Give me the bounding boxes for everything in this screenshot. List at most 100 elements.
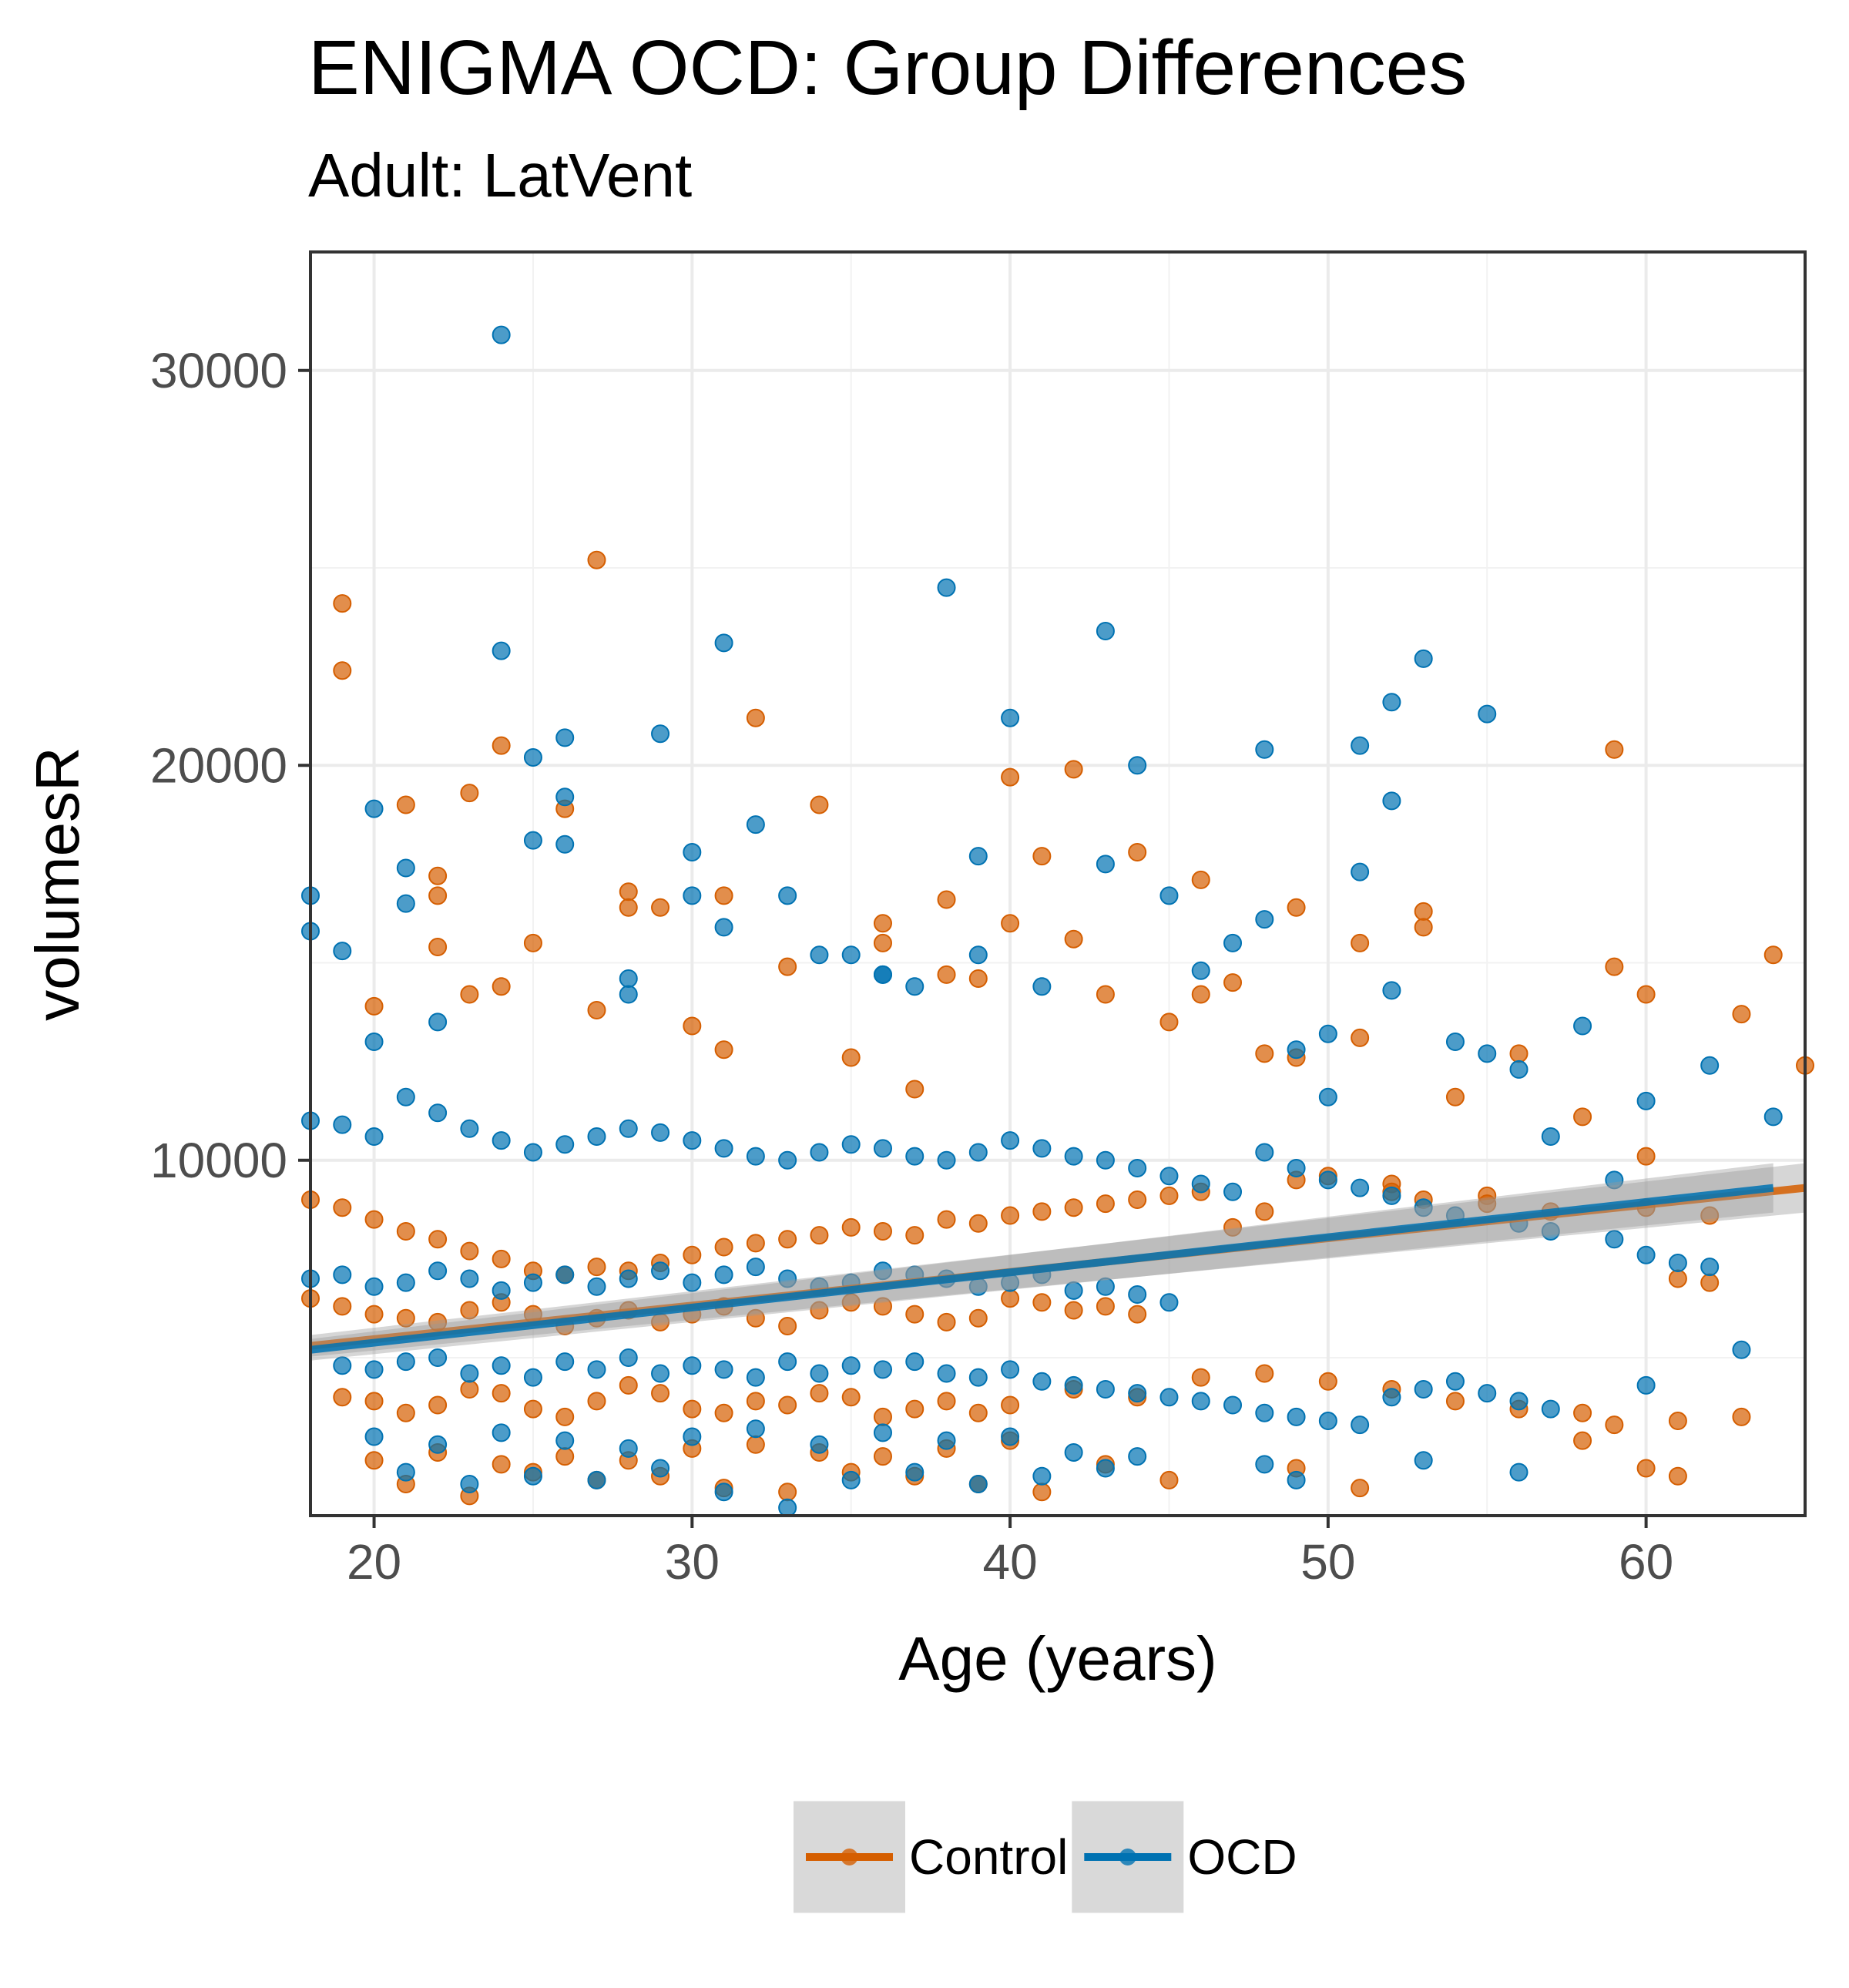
- point-ocd: [873, 965, 892, 984]
- point-ocd: [364, 1360, 384, 1379]
- point-ocd: [1287, 1470, 1306, 1489]
- point-ocd: [746, 1368, 765, 1387]
- point-ocd: [396, 1273, 415, 1292]
- point-control: [873, 1407, 892, 1426]
- point-ocd: [492, 1423, 511, 1442]
- point-ocd: [1159, 1388, 1179, 1407]
- point-control: [714, 1403, 733, 1422]
- trend-lines: [310, 1163, 1806, 1361]
- point-control: [651, 898, 670, 917]
- point-control: [778, 1317, 797, 1335]
- point-control: [1732, 1005, 1751, 1024]
- point-control: [587, 1392, 606, 1411]
- point-ocd: [1318, 1087, 1337, 1106]
- point-ocd: [1128, 756, 1147, 775]
- point-ocd: [1159, 1167, 1179, 1186]
- point-ocd: [523, 1143, 542, 1162]
- point-ocd: [1032, 1139, 1052, 1158]
- point-ocd: [587, 1127, 606, 1146]
- point-control: [1700, 1273, 1720, 1292]
- point-control: [492, 1384, 511, 1403]
- point-control: [841, 1048, 861, 1067]
- point-ocd: [778, 886, 797, 905]
- point-ocd: [778, 1269, 797, 1288]
- point-control: [1636, 1147, 1656, 1166]
- point-control: [841, 1293, 861, 1312]
- point-control: [1351, 1479, 1370, 1498]
- point-control: [587, 1258, 606, 1277]
- point-control: [683, 1016, 702, 1036]
- point-ocd: [1223, 933, 1243, 952]
- point-ocd: [460, 1269, 479, 1288]
- point-ocd: [1700, 1258, 1720, 1277]
- point-ocd: [1001, 1360, 1020, 1379]
- point-ocd: [1255, 1455, 1274, 1474]
- point-ocd: [1191, 1174, 1210, 1194]
- point-control: [1509, 1044, 1529, 1063]
- point-control: [1414, 902, 1433, 921]
- point-ocd: [1318, 1412, 1337, 1430]
- point-ocd: [683, 1427, 702, 1446]
- point-control: [968, 969, 988, 988]
- point-ocd: [651, 1123, 670, 1142]
- point-ocd: [651, 1261, 670, 1281]
- point-control: [619, 882, 638, 902]
- point-ocd: [460, 1364, 479, 1383]
- point-control: [937, 890, 956, 909]
- legend-label-control: Control: [909, 1829, 1068, 1885]
- point-control: [1573, 1431, 1592, 1450]
- point-control: [1096, 1297, 1115, 1316]
- point-ocd: [1414, 649, 1433, 668]
- point-ocd: [555, 1431, 575, 1450]
- point-ocd: [364, 1127, 384, 1146]
- point-control: [1351, 933, 1370, 952]
- legend-label-ocd: OCD: [1187, 1829, 1297, 1885]
- point-control: [841, 1217, 861, 1237]
- point-control: [1636, 1459, 1656, 1478]
- point-ocd: [1096, 1459, 1115, 1478]
- point-ocd: [1414, 1451, 1433, 1470]
- point-ocd: [841, 1135, 861, 1154]
- point-ocd: [1668, 1254, 1687, 1272]
- point-ocd: [364, 1277, 384, 1296]
- point-control: [1287, 898, 1306, 917]
- point-control: [1668, 1269, 1687, 1288]
- point-control: [1445, 1087, 1465, 1106]
- point-ocd: [1351, 1178, 1370, 1197]
- axes: 20 30 40 50 60 10000 20000 30000: [150, 343, 1673, 1590]
- point-ocd: [1445, 1033, 1465, 1051]
- point-ocd: [1478, 1044, 1497, 1063]
- point-ocd: [778, 1150, 797, 1170]
- point-ocd: [714, 1265, 733, 1284]
- point-control: [523, 1399, 542, 1419]
- point-control: [1001, 1395, 1020, 1415]
- point-control: [968, 1214, 988, 1233]
- point-control: [1414, 918, 1433, 937]
- point-ocd: [1159, 886, 1179, 905]
- point-ocd: [396, 1352, 415, 1372]
- point-ocd: [1414, 1380, 1433, 1399]
- point-ocd: [523, 1273, 542, 1292]
- point-control: [333, 1198, 352, 1217]
- point-ocd: [1636, 1091, 1656, 1110]
- point-ocd: [1001, 1131, 1020, 1150]
- point-ocd: [396, 1462, 415, 1482]
- point-ocd: [555, 1265, 575, 1284]
- point-control: [460, 784, 479, 803]
- point-ocd: [1318, 1170, 1337, 1190]
- point-ocd: [1001, 1427, 1020, 1446]
- point-control: [1001, 1289, 1020, 1308]
- point-ocd: [810, 945, 829, 965]
- point-control: [333, 1297, 352, 1316]
- point-ocd: [1382, 1388, 1401, 1407]
- point-control: [1668, 1412, 1687, 1430]
- point-ocd: [333, 942, 352, 961]
- point-ocd: [841, 945, 861, 965]
- point-ocd: [333, 1265, 352, 1284]
- point-ocd: [1096, 1380, 1115, 1399]
- point-ocd: [1509, 1059, 1529, 1079]
- point-ocd: [428, 1261, 448, 1281]
- point-control: [1318, 1372, 1337, 1391]
- point-control: [1668, 1466, 1687, 1486]
- point-ocd: [1032, 1372, 1052, 1391]
